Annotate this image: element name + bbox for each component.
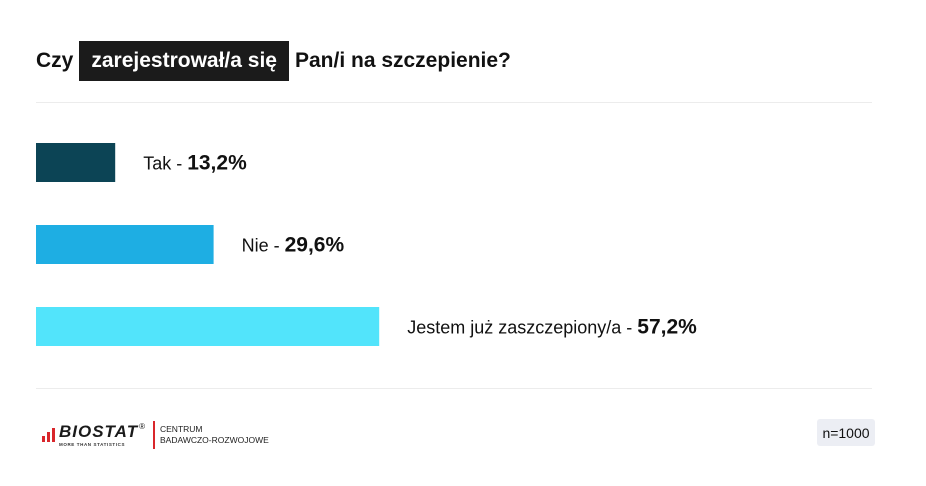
logo-name: BIOSTAT <box>59 421 139 441</box>
biostat-logo: BIOSTAT® MORE THAN STATISTICS CENTRUM BA… <box>42 420 269 450</box>
logo-separator <box>153 421 155 449</box>
logo-sub-line1: CENTRUM <box>160 424 203 435</box>
bar-label-2: Nie - 29,6% <box>242 234 345 257</box>
bottom-divider <box>36 388 872 389</box>
category-label: Nie - <box>242 236 285 256</box>
logo-sub-line2: BADAWCZO-ROZWOJOWE <box>160 435 269 445</box>
title-suffix: Pan/i na szczepienie? <box>294 49 511 72</box>
value-label: 57,2% <box>637 316 697 339</box>
category-label: Tak - <box>143 154 187 174</box>
value-label: 13,2% <box>187 152 247 175</box>
bar-1 <box>36 143 116 182</box>
logo-registered-mark: ® <box>139 421 145 431</box>
bar-3 <box>36 307 380 346</box>
logo-tagline: MORE THAN STATISTICS <box>59 441 126 447</box>
chart-title: Czy zarejestrował/a się Pan/i na szczepi… <box>36 41 511 81</box>
sample-size-badge: n=1000 <box>817 419 875 446</box>
logo-subtitle: CENTRUM BADAWCZO-ROZWOJOWE <box>160 424 269 445</box>
logo-bars-icon <box>42 428 55 442</box>
title-highlight: zarejestrował/a się <box>79 41 289 81</box>
bar-label-3: Jestem już zaszczepiony/a - 57,2% <box>407 316 697 339</box>
bar-label-1: Tak - 13,2% <box>143 152 247 175</box>
category-label: Jestem już zaszczepiony/a - <box>407 318 637 338</box>
value-label: 29,6% <box>285 234 345 257</box>
bar-2 <box>36 225 214 264</box>
title-prefix: Czy <box>36 49 74 72</box>
top-divider <box>36 102 872 103</box>
